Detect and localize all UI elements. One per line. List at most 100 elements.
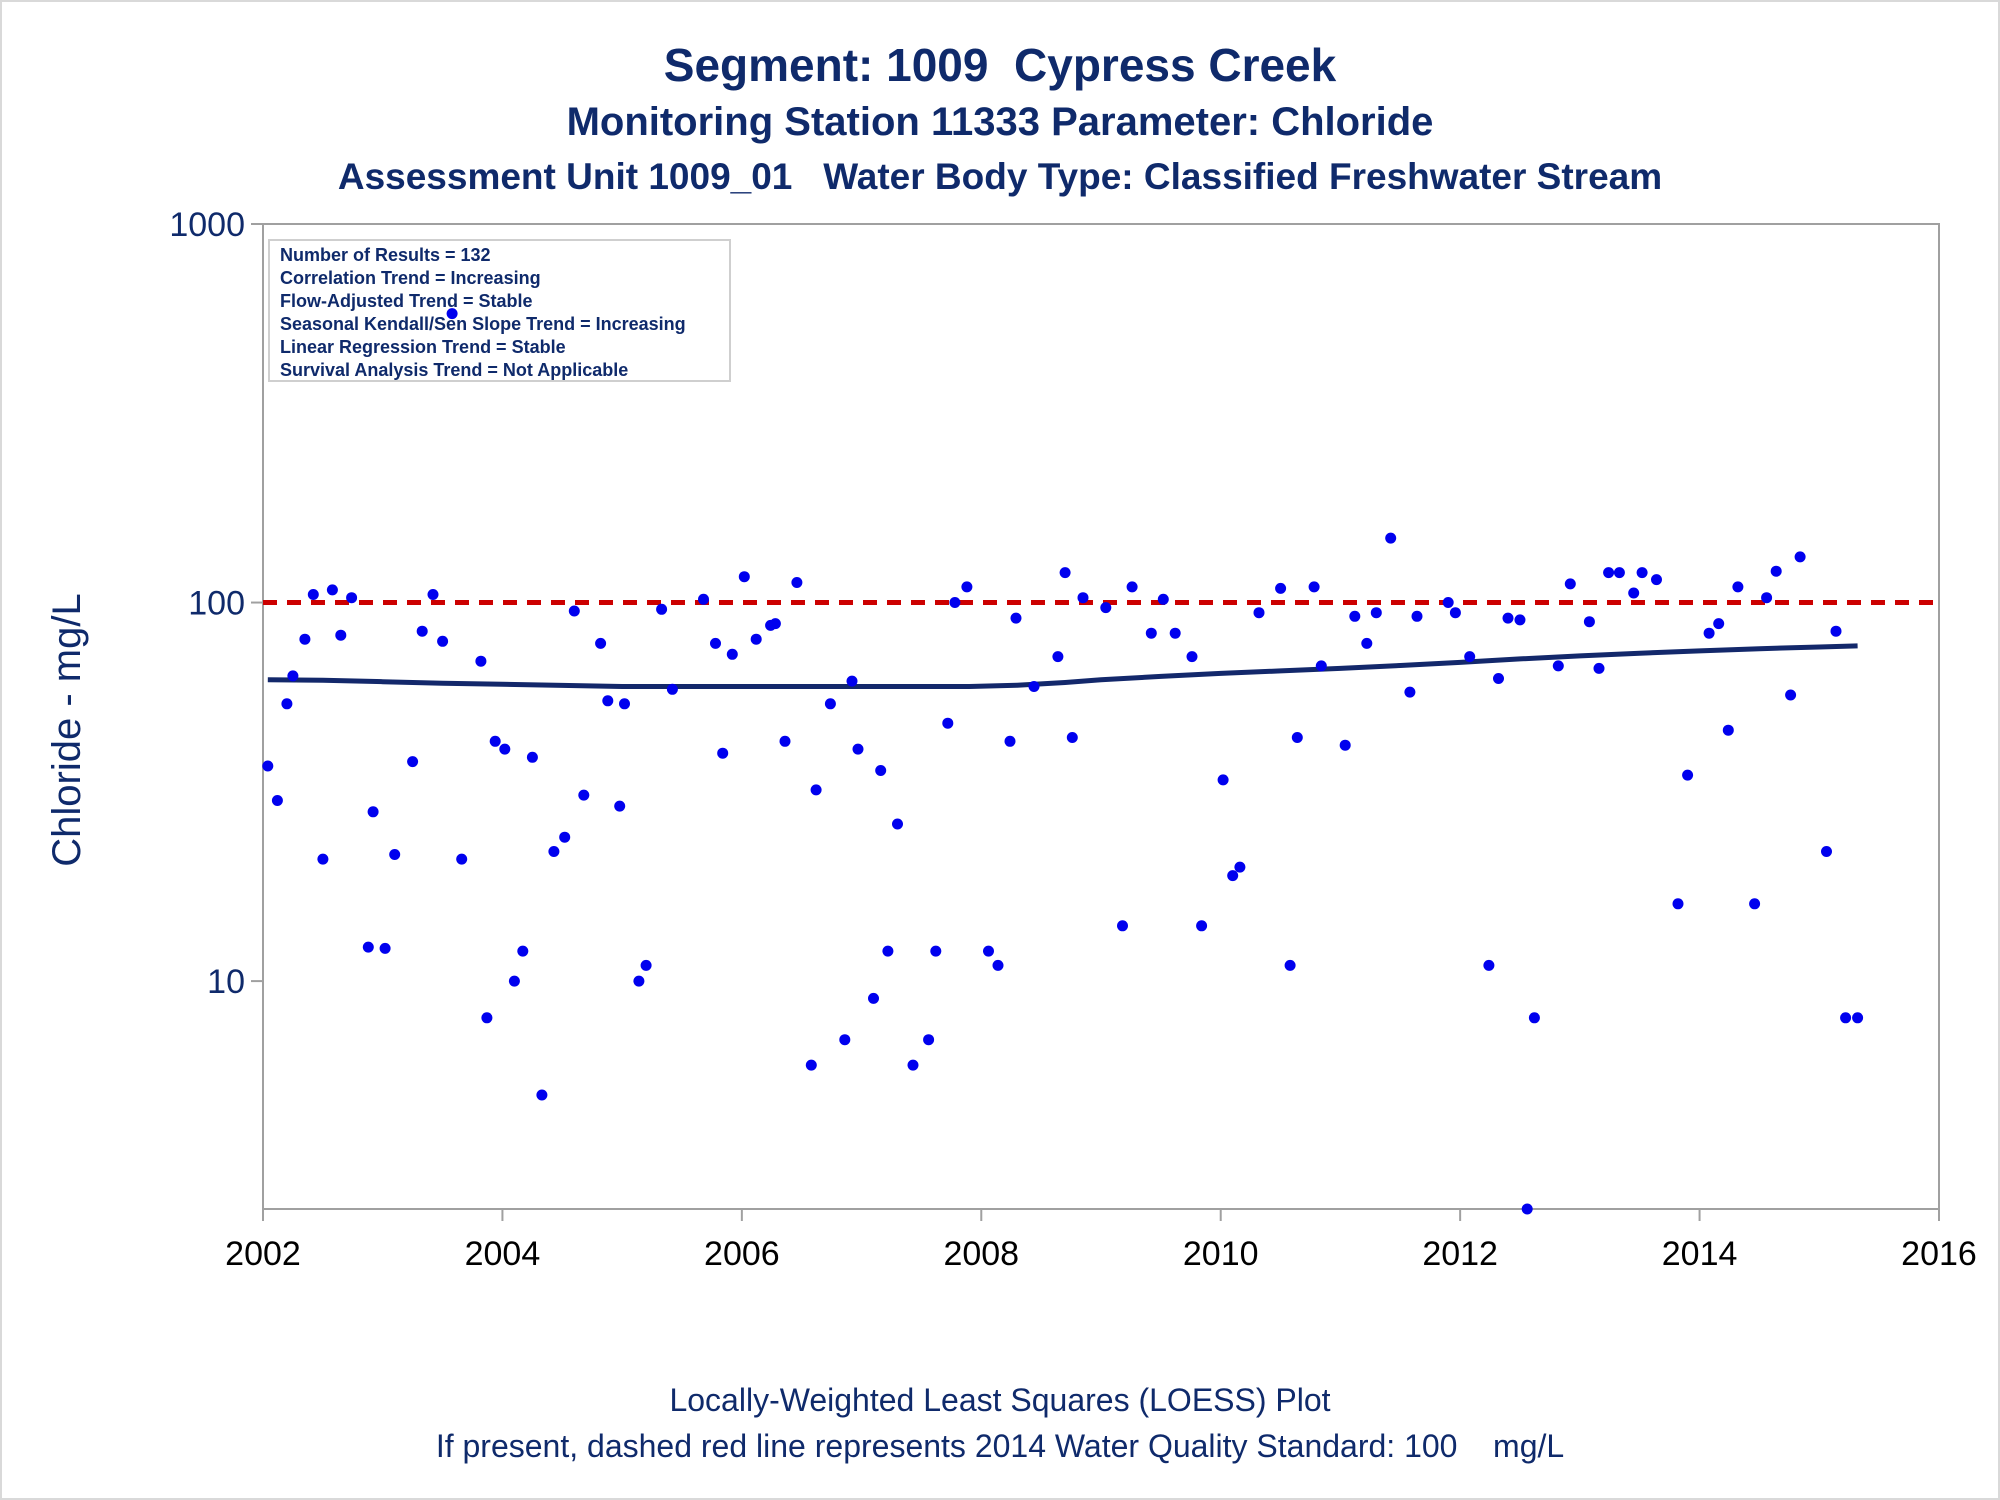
data-point [317, 853, 329, 865]
data-point [389, 849, 401, 860]
data-point [1010, 612, 1022, 624]
data-point [427, 589, 439, 600]
data-point [769, 618, 781, 630]
data-point [656, 603, 668, 615]
data-point [1004, 735, 1016, 747]
stats-box-border [268, 239, 731, 382]
data-point [750, 633, 762, 645]
data-point [1583, 616, 1595, 628]
data-point [578, 789, 590, 801]
data-point [1613, 567, 1625, 579]
data-point [416, 625, 428, 637]
data-point [1059, 567, 1071, 579]
data-point [640, 959, 652, 971]
data-point [1145, 627, 1157, 639]
y-axis-title: Chloride - mg/L [45, 593, 89, 866]
data-point [1404, 686, 1416, 698]
data-point [619, 698, 630, 710]
data-point [481, 1012, 493, 1024]
footnote-loess: Locally-Weighted Least Squares (LOESS) P… [669, 1382, 1331, 1418]
footnote-standard: If present, dashed red line represents 2… [435, 1428, 1565, 1464]
data-point [824, 698, 836, 710]
data-point [949, 597, 961, 608]
data-point [779, 735, 791, 747]
data-point [1227, 870, 1239, 882]
data-point [1502, 612, 1514, 624]
data-point [437, 635, 449, 647]
data-point [1217, 774, 1229, 786]
data-point [281, 698, 293, 710]
data-point [1628, 587, 1640, 599]
data-point [726, 648, 738, 660]
data-point [1349, 610, 1361, 622]
data-point [346, 592, 358, 604]
data-point [1196, 920, 1208, 932]
data-point [1770, 565, 1782, 577]
stats-line-results: Number of Results = 132 [280, 245, 491, 265]
plot-area [262, 223, 1940, 1210]
data-point [1593, 662, 1605, 674]
data-point [335, 629, 347, 641]
data-point [1651, 574, 1662, 586]
data-point [717, 747, 729, 759]
data-point [1028, 681, 1040, 692]
data-point [1157, 593, 1169, 605]
data-point [907, 1059, 919, 1071]
data-point [868, 992, 879, 1004]
data-point [1234, 861, 1246, 873]
data-point [892, 818, 903, 830]
data-point [961, 581, 973, 593]
data-point [1370, 607, 1382, 619]
data-point [1794, 551, 1806, 563]
data-point [1514, 614, 1526, 626]
data-point [299, 633, 311, 645]
x-axis: 2002 2004 2006 2008 2010 2012 2014 2016 [225, 1209, 1977, 1273]
data-point [602, 695, 614, 707]
data-point [1117, 920, 1128, 932]
data-point [475, 655, 487, 667]
data-point [882, 945, 894, 957]
data-point [517, 945, 529, 957]
data-point [1636, 567, 1648, 579]
y-tick-label-1000: 1000 [169, 206, 245, 244]
data-point [1603, 567, 1615, 579]
data-point [1672, 898, 1684, 910]
data-point [810, 784, 822, 796]
data-point [1385, 532, 1397, 544]
data-point [698, 593, 709, 605]
data-point [839, 1034, 851, 1046]
stats-line-linear-regression: Linear Regression Trend = Stable [280, 337, 566, 357]
data-point [362, 941, 374, 953]
data-point [536, 1089, 548, 1101]
x-tick-label-2002: 2002 [225, 1235, 301, 1273]
data-point [1126, 581, 1138, 593]
stats-box: Number of Results = 132 Correlation Tren… [268, 239, 731, 382]
data-point [508, 975, 520, 987]
x-tick-label-2004: 2004 [465, 1235, 541, 1273]
x-tick-label-2006: 2006 [704, 1235, 780, 1273]
data-point [1821, 846, 1832, 857]
x-tick-label-2012: 2012 [1422, 1235, 1498, 1273]
data-point [548, 846, 560, 857]
data-point [846, 675, 858, 687]
data-point [526, 751, 538, 763]
data-point [710, 637, 721, 649]
data-point [666, 683, 678, 695]
data-point [379, 942, 391, 954]
data-point [805, 1059, 817, 1071]
data-point [499, 743, 511, 755]
data-point [595, 637, 607, 649]
data-point [1449, 607, 1461, 619]
data-point [875, 765, 887, 776]
data-point [1722, 724, 1734, 736]
data-point [489, 735, 501, 747]
data-point [1077, 592, 1089, 604]
data-points [262, 308, 1864, 1215]
data-point [930, 945, 942, 957]
y-tick-label-100: 100 [188, 585, 245, 623]
data-point [1713, 618, 1725, 630]
data-point [1785, 689, 1797, 701]
x-tick-label-2010: 2010 [1183, 1235, 1259, 1273]
data-point [446, 308, 458, 320]
data-point [1411, 610, 1423, 622]
